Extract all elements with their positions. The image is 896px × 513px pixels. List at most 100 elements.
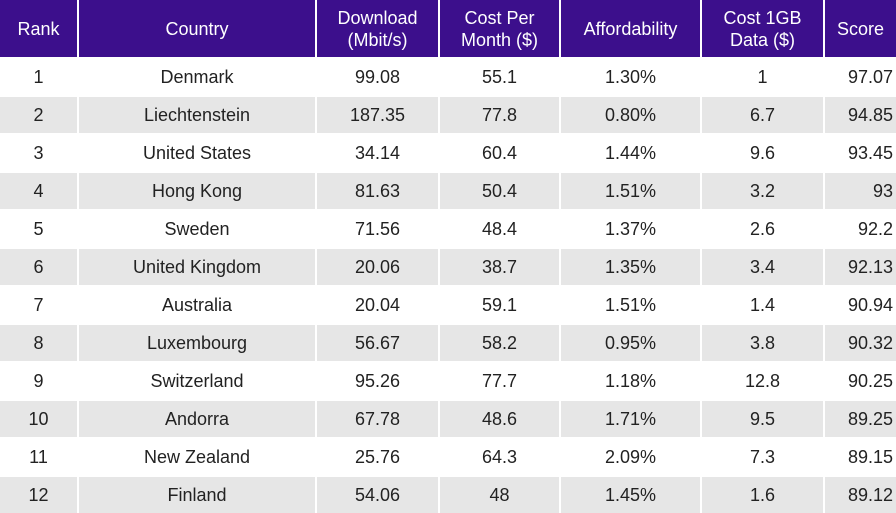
cell-affordability: 2.09% — [559, 437, 701, 476]
cell-download: 34.14 — [315, 133, 439, 172]
cell-affordability: 1.30% — [559, 57, 701, 96]
cell-country: Switzerland — [77, 361, 316, 400]
cell-score: 92.13 — [823, 247, 896, 286]
header-label: Score — [836, 18, 885, 39]
cell-cost-per-month: 48.4 — [438, 209, 560, 248]
table-row: 8 Luxembourg 56.67 58.2 0.95% 3.8 90.32 — [0, 323, 896, 362]
table-row: 7 Australia 20.04 59.1 1.51% 1.4 90.94 — [0, 285, 896, 324]
cell-cost-1gb-data: 3.2 — [700, 171, 824, 210]
cell-cost-per-month: 38.7 — [438, 247, 560, 286]
cell-download: 67.78 — [315, 399, 439, 438]
cell-download: 95.26 — [315, 361, 439, 400]
table-row: 10 Andorra 67.78 48.6 1.71% 9.5 89.25 — [0, 399, 896, 438]
header-label: Country — [165, 18, 229, 39]
cell-rank: 12 — [0, 475, 78, 513]
cell-score: 89.25 — [823, 399, 896, 438]
cell-rank: 10 — [0, 399, 78, 438]
header-label: Cost Per — [464, 7, 535, 28]
cell-download: 71.56 — [315, 209, 439, 248]
cell-download: 56.67 — [315, 323, 439, 362]
cell-affordability: 0.95% — [559, 323, 701, 362]
table-row: 9 Switzerland 95.26 77.7 1.18% 12.8 90.25 — [0, 361, 896, 400]
cell-score: 90.25 — [823, 361, 896, 400]
cell-score: 92.2 — [823, 209, 896, 248]
cell-affordability: 0.80% — [559, 95, 701, 134]
table-header: Rank Country Download (Mbit/s) Cost Per Month… — [0, 0, 896, 58]
table-row: 11 New Zealand 25.76 64.3 2.09% 7.3 89.15 — [0, 437, 896, 476]
cell-score: 90.32 — [823, 323, 896, 362]
table-row: 2 Liechtenstein 187.35 77.8 0.80% 6.7 94.85 — [0, 95, 896, 134]
cell-country: Hong Kong — [77, 171, 316, 210]
cell-cost-1gb-data: 3.8 — [700, 323, 824, 362]
header-cell-cost-1gb-data: Cost 1GB Data ($) — [700, 0, 824, 58]
cell-affordability: 1.51% — [559, 171, 701, 210]
cell-country: Australia — [77, 285, 316, 324]
cell-cost-1gb-data: 1 — [700, 57, 824, 96]
cell-cost-per-month: 50.4 — [438, 171, 560, 210]
cell-rank: 1 — [0, 57, 78, 96]
cell-country: United Kingdom — [77, 247, 316, 286]
header-cell-rank: Rank — [0, 0, 78, 58]
cell-cost-per-month: 59.1 — [438, 285, 560, 324]
cell-rank: 5 — [0, 209, 78, 248]
header-label: Cost 1GB — [723, 7, 802, 28]
cell-cost-per-month: 64.3 — [438, 437, 560, 476]
cell-cost-per-month: 77.8 — [438, 95, 560, 134]
cell-cost-1gb-data: 3.4 — [700, 247, 824, 286]
cell-country: Luxembourg — [77, 323, 316, 362]
cell-country: Finland — [77, 475, 316, 513]
cell-affordability: 1.71% — [559, 399, 701, 438]
header-label: Month ($) — [460, 29, 539, 50]
header-label: Affordability — [583, 18, 678, 39]
header-cell-country: Country — [77, 0, 316, 58]
header-cell-download: Download (Mbit/s) — [315, 0, 439, 58]
cell-score: 89.15 — [823, 437, 896, 476]
header-cell-affordability: Affordability — [559, 0, 701, 58]
cell-rank: 9 — [0, 361, 78, 400]
cell-cost-per-month: 48.6 — [438, 399, 560, 438]
header-label: Data ($) — [729, 29, 796, 50]
cell-cost-per-month: 58.2 — [438, 323, 560, 362]
cell-cost-per-month: 55.1 — [438, 57, 560, 96]
table-row: 3 United States 34.14 60.4 1.44% 9.6 93.45 — [0, 133, 896, 172]
header-label: Download — [337, 7, 418, 28]
cell-cost-1gb-data: 1.4 — [700, 285, 824, 324]
cell-affordability: 1.51% — [559, 285, 701, 324]
cell-download: 81.63 — [315, 171, 439, 210]
cell-cost-per-month: 48 — [438, 475, 560, 513]
cell-cost-1gb-data: 6.7 — [700, 95, 824, 134]
cell-cost-1gb-data: 9.5 — [700, 399, 824, 438]
cell-country: Denmark — [77, 57, 316, 96]
cell-download: 187.35 — [315, 95, 439, 134]
cell-download: 54.06 — [315, 475, 439, 513]
header-label: (Mbit/s) — [347, 29, 408, 50]
cell-country: New Zealand — [77, 437, 316, 476]
cell-rank: 4 — [0, 171, 78, 210]
header-cell-cost-per-month: Cost Per Month ($) — [438, 0, 560, 58]
cell-rank: 3 — [0, 133, 78, 172]
cell-rank: 7 — [0, 285, 78, 324]
cell-affordability: 1.37% — [559, 209, 701, 248]
table-row: 4 Hong Kong 81.63 50.4 1.51% 3.2 93 — [0, 171, 896, 210]
cell-score: 90.94 — [823, 285, 896, 324]
table-row: 5 Sweden 71.56 48.4 1.37% 2.6 92.2 — [0, 209, 896, 248]
cell-country: Andorra — [77, 399, 316, 438]
cell-score: 89.12 — [823, 475, 896, 513]
cell-download: 25.76 — [315, 437, 439, 476]
cell-cost-1gb-data: 2.6 — [700, 209, 824, 248]
cell-rank: 2 — [0, 95, 78, 134]
cell-download: 20.06 — [315, 247, 439, 286]
cell-cost-1gb-data: 12.8 — [700, 361, 824, 400]
cell-rank: 11 — [0, 437, 78, 476]
cell-download: 99.08 — [315, 57, 439, 96]
cell-cost-per-month: 77.7 — [438, 361, 560, 400]
cell-rank: 8 — [0, 323, 78, 362]
cell-country: Liechtenstein — [77, 95, 316, 134]
table-body: 1 Denmark 99.08 55.1 1.30% 1 97.07 2 Liechtenste… — [0, 57, 896, 513]
cell-cost-1gb-data: 9.6 — [700, 133, 824, 172]
cell-cost-1gb-data: 1.6 — [700, 475, 824, 513]
table-row: 1 Denmark 99.08 55.1 1.30% 1 97.07 — [0, 57, 896, 96]
header-cell-score: Score — [823, 0, 896, 58]
cell-affordability: 1.35% — [559, 247, 701, 286]
